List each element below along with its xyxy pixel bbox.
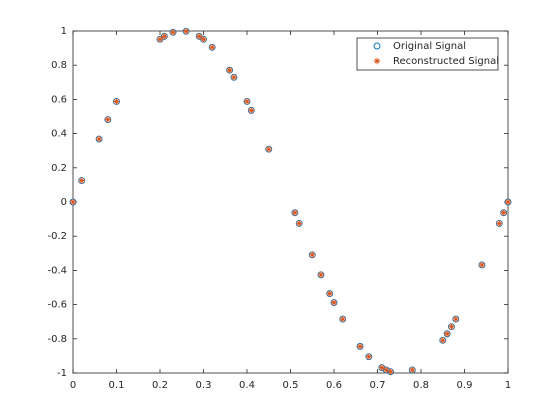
y-tick-label: -1 (57, 368, 67, 379)
x-tick-label: 0.9 (457, 380, 473, 391)
legend-label: Reconstructed Signal (393, 56, 499, 67)
asterisk-marker (309, 251, 316, 259)
asterisk-marker (78, 177, 85, 184)
y-tick-label: 1 (61, 26, 67, 37)
axes-box (72, 30, 509, 374)
asterisk-marker (243, 98, 251, 105)
legend-label: Original Signal (393, 41, 466, 52)
asterisk-marker (169, 29, 177, 36)
asterisk-marker (161, 33, 168, 40)
x-tick-label: 0.5 (283, 380, 299, 391)
asterisk-marker (365, 353, 372, 360)
x-tick-label: 0.7 (370, 380, 386, 391)
asterisk-marker (230, 74, 238, 81)
asterisk-marker (330, 299, 338, 306)
asterisk-marker (439, 337, 446, 344)
asterisk-marker (195, 33, 203, 40)
y-tick-label: 0.8 (51, 60, 67, 71)
asterisk-marker (226, 67, 233, 74)
x-tick-label: 0.8 (413, 380, 429, 391)
asterisk-marker (339, 315, 346, 323)
asterisk-marker (209, 44, 216, 51)
asterisk-marker (387, 368, 394, 375)
asterisk-marker (443, 330, 451, 337)
asterisk-marker (248, 107, 255, 114)
x-tick-label: 1 (505, 380, 511, 391)
asterisk-marker (496, 220, 503, 227)
asterisk-marker (182, 28, 190, 35)
asterisk-marker (95, 135, 103, 143)
legend-marker (373, 57, 381, 65)
y-tick-label: -0.6 (47, 300, 67, 311)
asterisk-marker (69, 198, 77, 206)
asterisk-marker (296, 220, 303, 227)
y-tick-label: -0.2 (47, 231, 67, 242)
asterisk-marker (504, 198, 512, 206)
y-tick-label: 0.2 (51, 163, 67, 174)
x-tick-label: 0 (70, 380, 76, 391)
y-tick-label: -0.8 (47, 334, 67, 345)
asterisk-marker (265, 145, 272, 153)
asterisk-marker (378, 364, 386, 371)
x-tick-label: 0.2 (152, 380, 168, 391)
asterisk-marker (156, 36, 164, 43)
legend-marker (373, 42, 381, 50)
asterisk-marker (104, 116, 111, 123)
x-tick-label: 0.1 (109, 380, 125, 391)
y-tick-label: 0.4 (51, 129, 67, 140)
x-tick-label: 0.3 (196, 380, 212, 391)
legend-box (356, 37, 499, 71)
y-tick-label: -0.4 (47, 265, 67, 276)
asterisk-marker (291, 209, 299, 216)
asterisk-marker (478, 261, 486, 269)
asterisk-marker (326, 290, 333, 297)
y-tick-label: 0 (61, 197, 67, 208)
asterisk-marker (500, 209, 507, 216)
asterisk-marker (356, 343, 364, 350)
asterisk-marker (409, 366, 416, 374)
asterisk-marker (383, 366, 390, 374)
asterisk-marker (317, 271, 325, 279)
x-tick-label: 0.4 (239, 380, 255, 391)
y-tick-label: 0.6 (51, 94, 67, 105)
asterisk-marker (452, 315, 459, 323)
asterisk-marker (113, 98, 120, 105)
x-tick-label: 0.6 (326, 380, 342, 391)
asterisk-marker (448, 323, 455, 330)
asterisk-marker (200, 36, 207, 43)
